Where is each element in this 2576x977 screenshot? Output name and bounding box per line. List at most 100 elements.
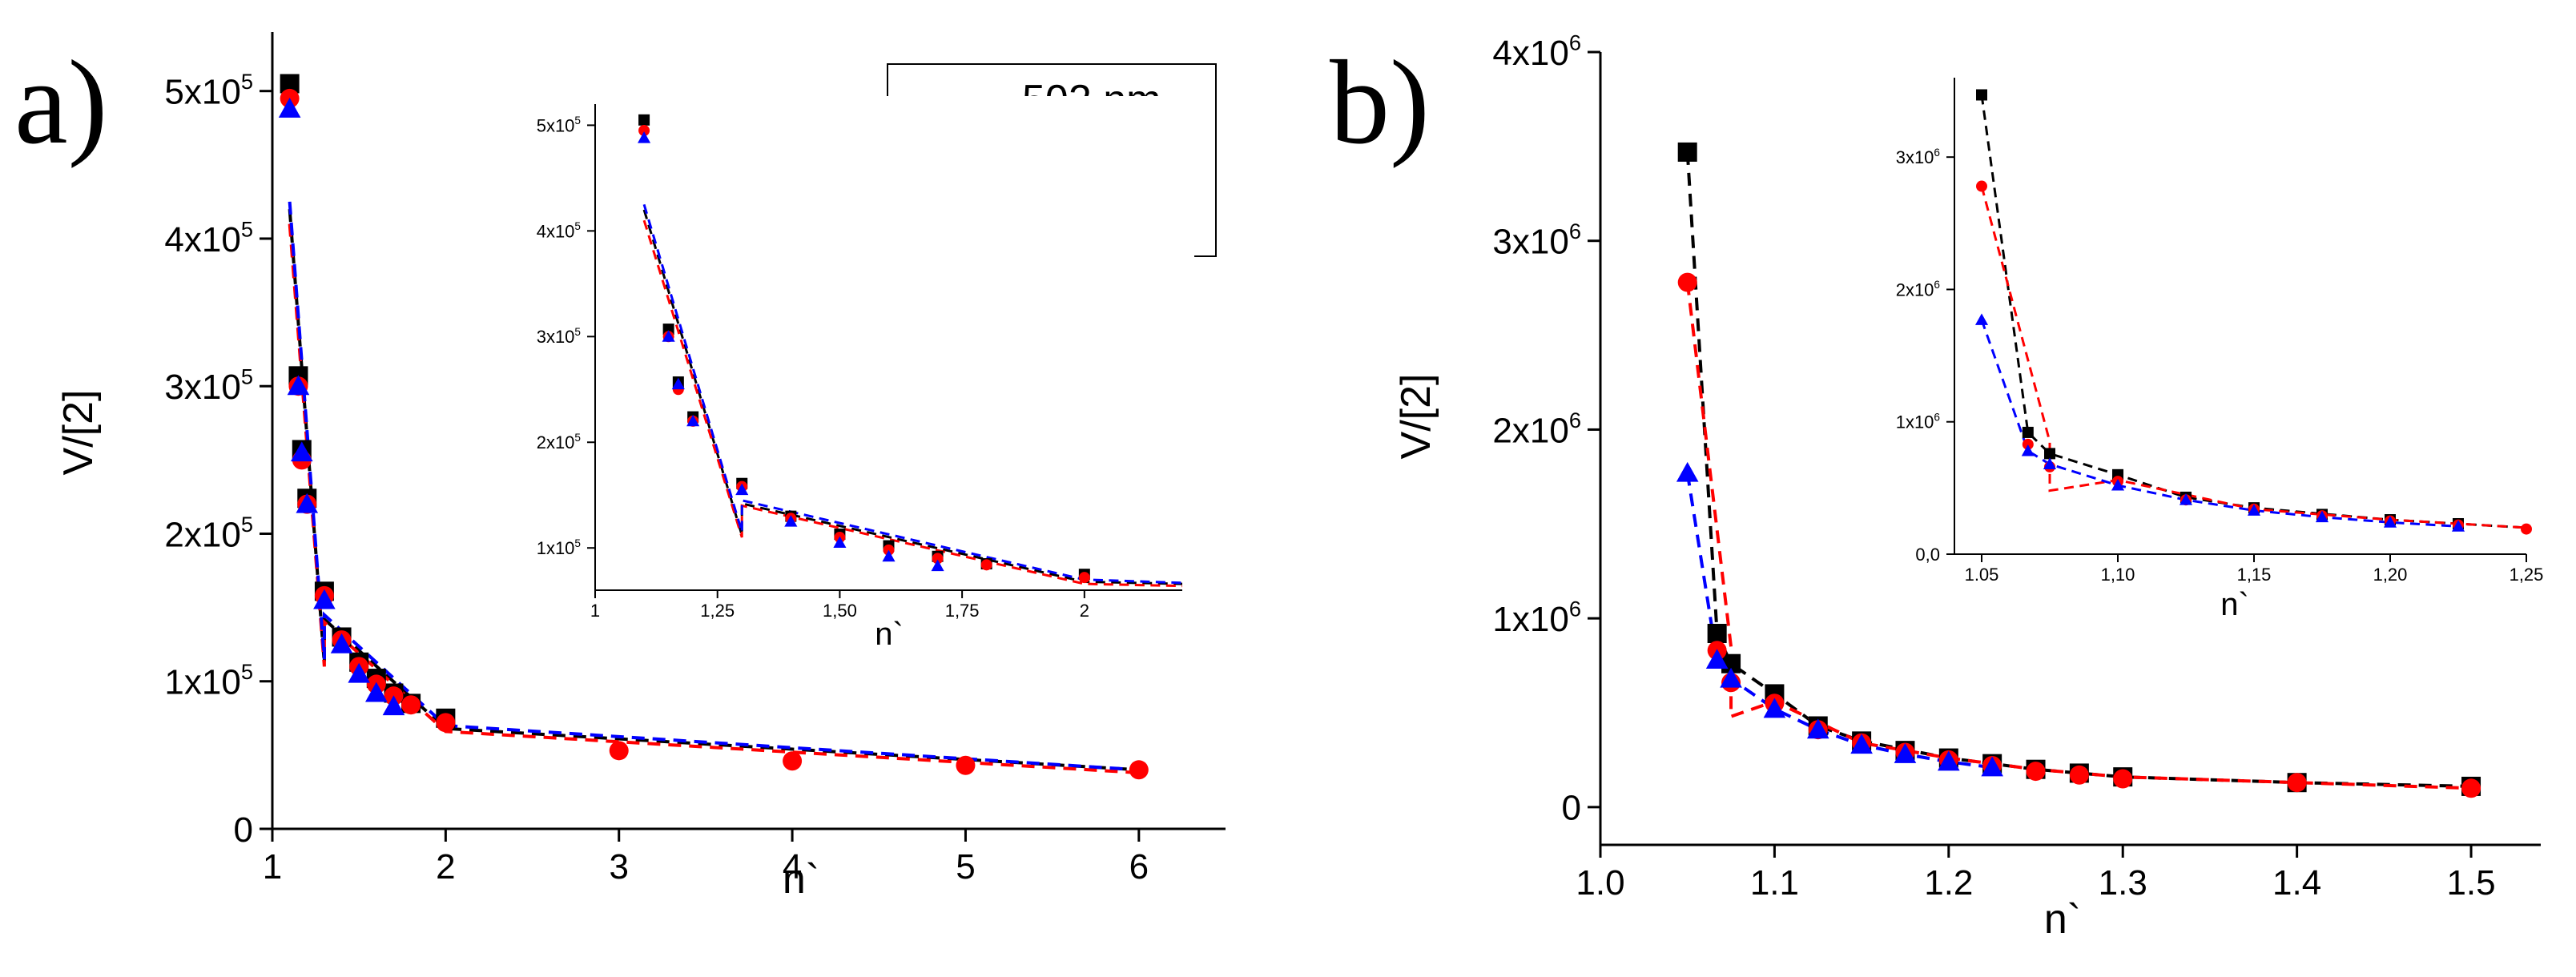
- b-main-x-tick-label: 1.4: [2272, 863, 2321, 903]
- b-inset-point-435-nm: [2044, 448, 2055, 460]
- a-inset-point-502-nm: [882, 549, 896, 562]
- a-main-y-tick-label: 0: [234, 810, 253, 850]
- b-main-y-tick-label: 4x106: [1492, 30, 1581, 72]
- a-main-x-tick-label: 4: [783, 847, 802, 887]
- b-main-x-tick-label: 1.2: [1924, 863, 1973, 903]
- a-main-point-502-nm: [382, 695, 405, 716]
- a-inset-point-502-nm: [735, 483, 749, 496]
- a-main-point-455-nm: [609, 741, 629, 761]
- a-inset-fit-line-502-nm: [642, 203, 1182, 585]
- b-main-point-455-nm: [1677, 272, 1697, 292]
- a-inset-fit-line-435-nm: [642, 209, 1182, 585]
- b-inset-point-455-nm: [2022, 438, 2034, 450]
- a-inset-point-502-nm: [784, 515, 798, 527]
- b-main-y-tick-label: 1x106: [1492, 597, 1581, 639]
- b-inset-point-502-nm: [2021, 444, 2035, 456]
- b-main-point-502-nm: [1850, 734, 1873, 754]
- b-main-point-502-nm: [1676, 461, 1699, 482]
- b-inset-point-502-nm: [2383, 516, 2397, 528]
- b-main-y-tick-label: 3x106: [1492, 219, 1581, 261]
- b-inset-point-502-nm: [2247, 504, 2261, 516]
- b-inset-point-502-nm: [2043, 457, 2057, 470]
- chart-a-inset: 1 1,25 1,50 1,75 2 1x105 2x105 3x105 4x105 5x105 n…: [487, 96, 1194, 678]
- b-main-point-435-nm: [1707, 624, 1727, 643]
- b-main-x-axis-label: n`: [2044, 896, 2081, 943]
- b-inset-point-435-nm: [1976, 89, 1987, 101]
- a-main-x-axis-label: n`: [783, 856, 819, 903]
- a-main-fit-line-502-nm: [288, 201, 1139, 772]
- a-inset-y-tick-label: 3x105: [537, 326, 581, 347]
- b-inset-y-tick-label: 2x106: [1896, 279, 1940, 300]
- a-main-point-455-nm: [783, 751, 803, 771]
- a-main-point-502-nm: [290, 441, 313, 462]
- a-inset-point-502-nm: [638, 131, 651, 143]
- b-main-point-455-nm: [2461, 778, 2481, 798]
- b-main-point-455-nm: [2113, 769, 2133, 789]
- a-inset-point-502-nm: [671, 377, 685, 390]
- a-inset-y-tick-label: 5x105: [537, 115, 581, 135]
- a-main-point-502-nm: [313, 589, 336, 609]
- a-main-y-tick-label: 1x105: [164, 659, 253, 702]
- a-main-point-502-nm: [365, 681, 388, 702]
- b-inset-x-axis-label: n`: [2220, 587, 2249, 622]
- b-main-point-502-nm: [1806, 718, 1829, 739]
- a-main-x-tick-label: 6: [1129, 847, 1149, 887]
- b-inset-background: [1846, 70, 2538, 642]
- b-main-point-502-nm: [1938, 750, 1960, 771]
- a-main-y-tick-label: 5x105: [164, 69, 253, 111]
- b-inset-point-502-nm: [1974, 313, 1989, 325]
- a-inset-point-455-nm: [1078, 572, 1090, 584]
- a-main-point-502-nm: [348, 662, 370, 683]
- a-main-x-tick-label: 5: [956, 847, 975, 887]
- b-inset-y-tick-label: 0,0: [1915, 545, 1940, 565]
- a-inset-y-tick-label: 1x105: [537, 537, 581, 558]
- b-main-point-502-nm: [1720, 667, 1742, 688]
- a-main-point-455-nm: [436, 713, 456, 733]
- a-main-y-tick-label: 3x105: [164, 364, 253, 407]
- a-main-x-tick-label: 1: [263, 847, 282, 887]
- a-inset-x-tick-label: 1,25: [700, 601, 735, 621]
- b-inset-point-455-nm: [2521, 523, 2532, 535]
- b-inset-point-502-nm: [2315, 510, 2329, 523]
- b-main-x-tick-label: 1.1: [1750, 863, 1799, 903]
- b-main-point-502-nm: [1981, 756, 2003, 777]
- a-main-y-tick-label: 2x105: [164, 512, 253, 554]
- b-inset-x-tick-label: 1,25: [2510, 565, 2544, 585]
- a-inset-point-502-nm: [662, 330, 675, 342]
- a-main-x-tick-label: 2: [436, 847, 455, 887]
- a-inset-point-435-nm: [638, 114, 650, 126]
- b-main-x-tick-label: 1.0: [1576, 863, 1624, 903]
- a-main-point-502-nm: [330, 633, 353, 653]
- a-main-y-axis-label: V/[2]: [55, 390, 102, 476]
- panel-label-b: b): [1330, 36, 1430, 169]
- b-inset-point-502-nm: [2451, 520, 2465, 532]
- b-inset-y-tick-label: 1x106: [1896, 411, 1940, 432]
- a-inset-y-tick-label: 2x105: [537, 432, 581, 452]
- b-main-point-502-nm: [1763, 698, 1786, 718]
- chart-b-inset: 1.05 1,10 1,15 1,20 1,25 0,0 1x106 2x106 3x106 n`: [1846, 70, 2543, 642]
- a-main-point-455-nm: [1129, 760, 1149, 780]
- a-main-point-455-nm: [956, 755, 976, 775]
- b-inset-y-tick-label: 3x106: [1896, 147, 1940, 167]
- b-main-y-tick-label: 0: [1562, 789, 1581, 828]
- a-inset-point-502-nm: [833, 536, 847, 549]
- a-main-point-502-nm: [296, 493, 319, 513]
- b-inset-x-tick-label: 1,15: [2237, 565, 2272, 585]
- b-main-point-455-nm: [2069, 765, 2089, 785]
- b-inset-x-tick-label: 1,20: [2373, 565, 2408, 585]
- b-main-point-455-nm: [2287, 773, 2307, 793]
- a-inset-point-502-nm: [686, 414, 700, 427]
- a-main-point-455-nm: [401, 695, 421, 715]
- a-main-point-502-nm: [287, 375, 310, 396]
- b-main-y-axis-label: V/[2]: [1393, 374, 1439, 460]
- a-inset-x-tick-label: 1,50: [823, 601, 857, 621]
- panel-label-a: a): [14, 36, 108, 169]
- b-inset-point-502-nm: [2179, 493, 2193, 505]
- b-inset-point-502-nm: [2111, 479, 2125, 491]
- a-inset-x-tick-label: 1,75: [945, 601, 980, 621]
- a-inset-x-tick-label: 1: [590, 601, 600, 621]
- a-inset-y-tick-label: 4x105: [537, 220, 581, 241]
- b-main-x-tick-label: 1.5: [2446, 863, 2495, 903]
- a-inset-point-502-nm: [931, 559, 944, 572]
